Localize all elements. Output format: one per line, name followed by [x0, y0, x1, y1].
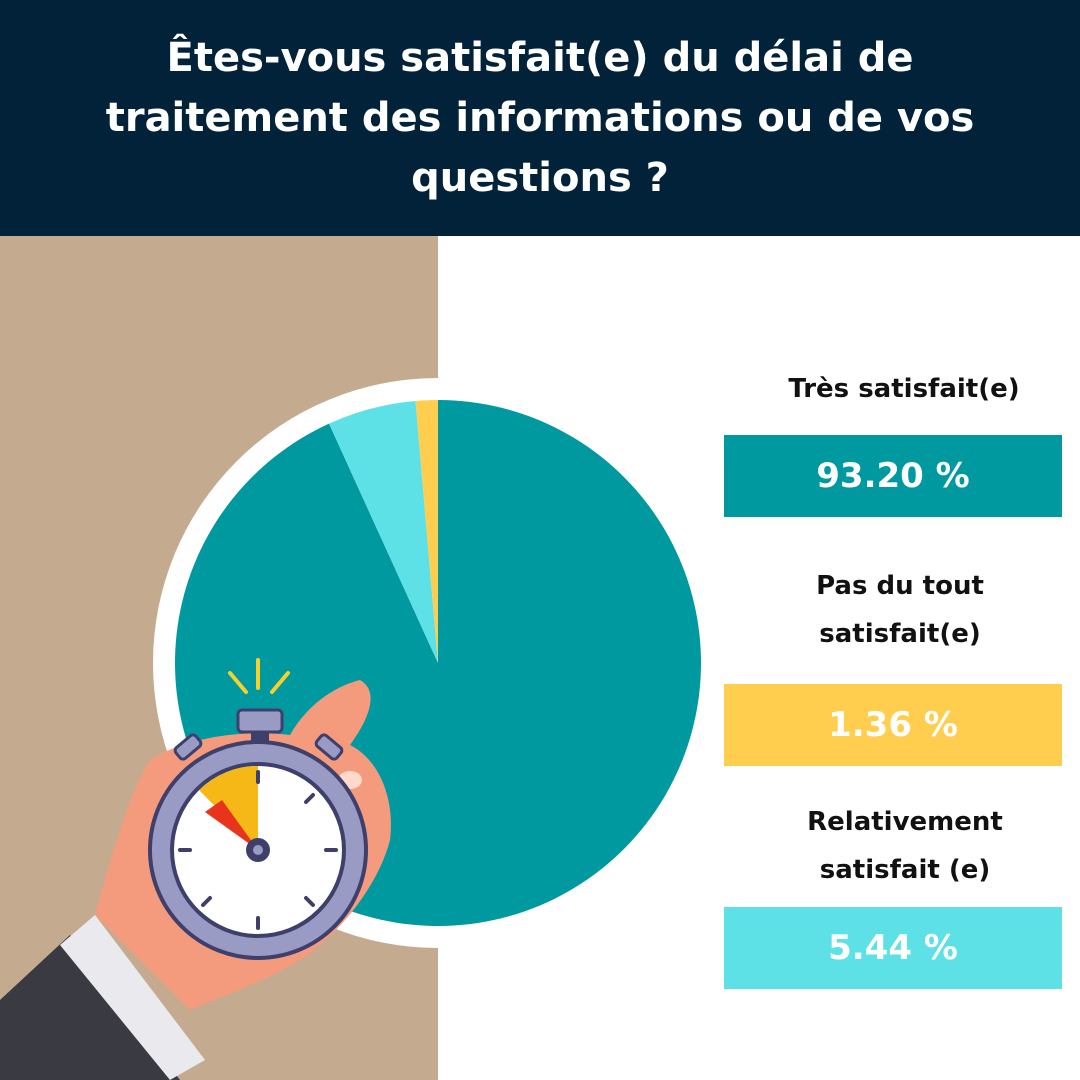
stopwatch-side-button-shape [173, 733, 203, 761]
legend-label-tres-satisfait: Très satisfait(e) [788, 374, 1020, 404]
stopwatch-button-shape [236, 708, 284, 734]
stopwatch-hand-shape [205, 800, 258, 850]
legend-label-relativement: Relativement satisfait (e) [807, 807, 1003, 885]
header-banner: Êtes-vous satisfait(e) du délai de trait… [0, 0, 1080, 236]
pie-slice-1 [329, 400, 438, 663]
stopwatch-ringing-lines [228, 658, 290, 694]
legend-value-pas-du-tout: 1.36 % [724, 684, 1062, 766]
sleeve-shape [0, 935, 180, 1080]
stopwatch-time-sector-shape [199, 765, 258, 850]
stopwatch-center-shape [253, 845, 263, 855]
legend-value-tres-satisfait: 93.20 % [724, 435, 1062, 517]
stopwatch-ticks [178, 770, 338, 930]
legend-label-pas-du-tout: Pas du tout satisfait(e) [816, 571, 984, 649]
stopwatch-side-button-shape [314, 733, 344, 761]
page-title: Êtes-vous satisfait(e) du délai de trait… [105, 35, 975, 201]
legend-value-relativement: 5.44 % [724, 907, 1062, 989]
hand-holding-stopwatch-illustration [0, 658, 391, 1080]
shirt-cuff-shape [60, 915, 205, 1080]
pie-slice-2 [415, 400, 438, 663]
